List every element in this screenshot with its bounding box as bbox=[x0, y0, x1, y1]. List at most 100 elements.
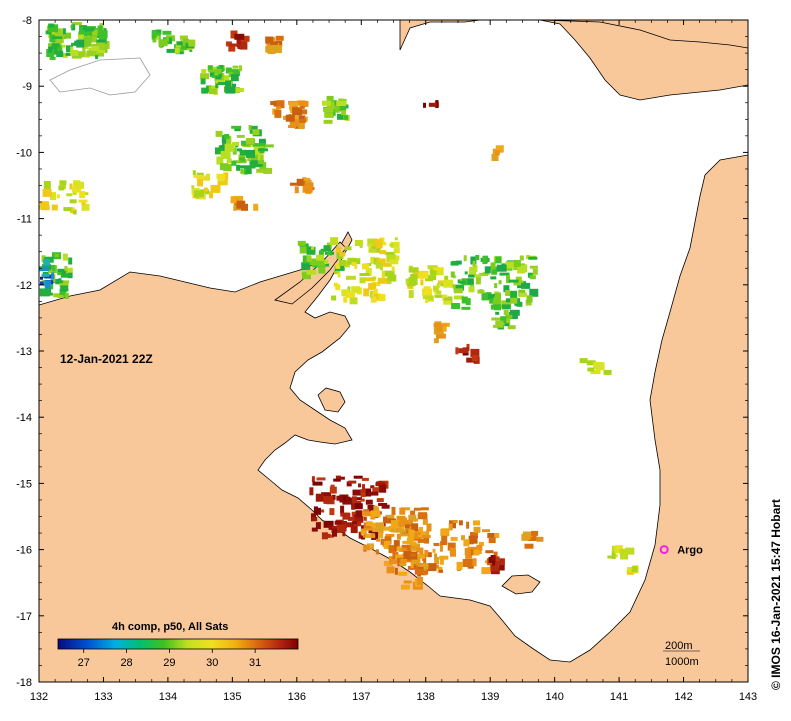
sst-pixel-block bbox=[239, 157, 246, 162]
sst-pixel-block bbox=[456, 561, 463, 570]
sst-pixel-block bbox=[479, 272, 489, 276]
sst-pixel-block bbox=[468, 549, 477, 556]
sst-pixel-block bbox=[253, 203, 259, 211]
sst-pixel-block bbox=[440, 528, 448, 536]
sst-pixel-block bbox=[490, 564, 499, 572]
sst-pixel-block bbox=[507, 325, 516, 330]
sst-pixel-block bbox=[505, 290, 511, 296]
sst-pixel-block bbox=[384, 270, 395, 277]
sst-pixel-block bbox=[218, 145, 222, 152]
sst-pixel-block bbox=[56, 194, 60, 199]
sst-pixel-block bbox=[232, 65, 239, 69]
sst-pixel-block bbox=[503, 310, 509, 315]
sst-pixel-block bbox=[236, 38, 241, 45]
sst-pixel-block bbox=[216, 173, 226, 179]
sst-pixel-block bbox=[372, 528, 383, 533]
sst-pixel-block bbox=[48, 269, 53, 273]
sst-pixel-block bbox=[598, 362, 605, 371]
colorbar-tick-label: 29 bbox=[163, 657, 175, 669]
sst-pixel-block bbox=[387, 274, 397, 282]
sst-pixel-block bbox=[380, 538, 385, 545]
sst-pixel-block bbox=[304, 116, 308, 122]
sst-pixel-block bbox=[59, 36, 64, 44]
sst-pixel-block bbox=[363, 516, 367, 521]
sst-pixel-block bbox=[57, 268, 67, 275]
sst-pixel-block bbox=[96, 50, 106, 53]
sst-pixel-block bbox=[505, 261, 515, 269]
sst-pixel-block bbox=[360, 528, 367, 535]
sst-pixel-block bbox=[448, 282, 454, 286]
sst-pixel-block bbox=[372, 288, 378, 294]
sst-pixel-block bbox=[51, 46, 61, 55]
sst-pixel-block bbox=[474, 274, 482, 278]
sst-pixel-block bbox=[218, 82, 228, 85]
sst-pixel-block bbox=[324, 260, 329, 264]
tick-marks bbox=[38, 19, 749, 683]
sst-pixel-block bbox=[219, 163, 228, 171]
sst-pixel-block bbox=[595, 362, 601, 371]
sst-pixel-block bbox=[428, 295, 433, 301]
sst-pixel-block bbox=[200, 189, 210, 195]
sst-pixel-block bbox=[418, 527, 423, 531]
lat-tick-label: -11 bbox=[17, 214, 32, 226]
lon-tick-label: 138 bbox=[417, 691, 435, 703]
sst-pixel-block bbox=[222, 75, 230, 81]
sst-pixel-block bbox=[169, 37, 172, 44]
sst-pixel-block bbox=[465, 298, 471, 306]
sst-pixel-block bbox=[346, 292, 355, 298]
sst-pixel-block bbox=[59, 288, 67, 297]
sst-pixel-block bbox=[439, 544, 443, 552]
sst-pixel-block bbox=[465, 553, 473, 559]
sst-pixel-block bbox=[297, 240, 306, 246]
sst-pixel-block bbox=[401, 544, 411, 551]
sst-pixel-block bbox=[58, 185, 65, 191]
longitude-labels: 132 133 134 135 136 137 138 139 140 141 142 143 bbox=[30, 691, 757, 703]
sst-pixel-block bbox=[104, 41, 110, 49]
sst-pixel-block bbox=[274, 109, 282, 118]
sst-pixel-block bbox=[354, 264, 358, 269]
sst-pixel-block bbox=[389, 259, 399, 265]
sst-pixel-block bbox=[359, 277, 366, 284]
sst-pixel-block bbox=[426, 523, 432, 532]
sst-pixel-block bbox=[92, 29, 100, 36]
sst-pixel-block bbox=[237, 148, 242, 152]
sst-pixel-block bbox=[494, 558, 505, 566]
sst-pixel-block bbox=[516, 301, 523, 307]
sst-pixel-block bbox=[411, 543, 415, 549]
sst-pixel-block bbox=[590, 370, 601, 375]
sst-pixel-block bbox=[355, 510, 363, 518]
sst-pixel-block bbox=[532, 268, 538, 275]
sst-pixel-block bbox=[200, 73, 210, 80]
sst-pixel-block bbox=[50, 192, 56, 201]
sst-pixel-block bbox=[531, 530, 539, 536]
sst-pixel-block bbox=[362, 484, 365, 493]
sst-pixel-block bbox=[334, 271, 340, 275]
sst-pixel-block bbox=[208, 69, 219, 73]
lon-tick-label: 137 bbox=[352, 691, 370, 703]
sst-pixel-block bbox=[231, 69, 241, 77]
sst-pixel-block bbox=[59, 283, 69, 288]
sst-pixel-block bbox=[495, 292, 501, 300]
cape-york bbox=[399, 20, 748, 101]
sst-pixel-block bbox=[395, 554, 405, 560]
sst-pixel-block bbox=[218, 177, 228, 186]
sst-pixel-block bbox=[470, 256, 477, 265]
sst-pixel-block bbox=[435, 564, 440, 569]
isobath-200-label: 200m bbox=[665, 640, 693, 652]
sst-pixel-block bbox=[72, 188, 82, 193]
sst-pixel-block bbox=[466, 343, 470, 351]
sst-pixel-block bbox=[386, 281, 392, 285]
sst-pixel-block bbox=[403, 550, 412, 559]
sst-pixel-block bbox=[338, 260, 346, 266]
sst-pixel-block bbox=[433, 338, 439, 344]
sst-pixel-block bbox=[313, 506, 318, 515]
sst-pixel-block bbox=[449, 547, 456, 554]
sst-pixel-block bbox=[303, 180, 307, 188]
sst-pixel-block bbox=[382, 262, 392, 267]
sst-pixel-block bbox=[399, 507, 406, 515]
sst-pixel-block bbox=[383, 561, 393, 566]
sst-pixel-block bbox=[458, 520, 463, 526]
sst-pixel-block bbox=[234, 127, 241, 132]
sst-pixel-block bbox=[394, 237, 398, 241]
sst-pixel-block bbox=[433, 543, 440, 546]
